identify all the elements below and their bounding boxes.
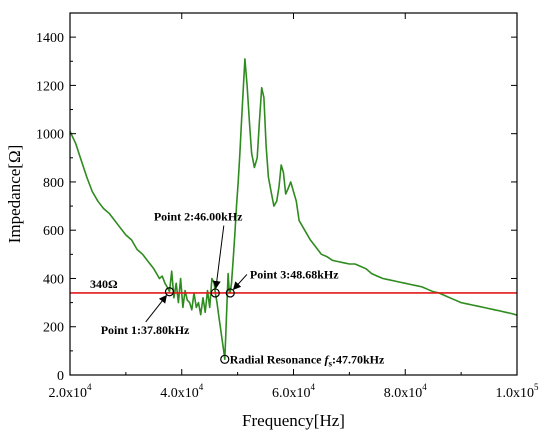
y-tick-label-0: 0 xyxy=(57,369,64,384)
series-layer xyxy=(70,58,517,361)
x-tick-label-4: 1.0x105 xyxy=(496,382,540,401)
y-tick-label-7: 1400 xyxy=(36,31,64,46)
annotation-arrow-2 xyxy=(212,225,225,289)
y-axis-label: Impedance[Ω] xyxy=(5,145,24,244)
x-tick-label-0: 2.0x104 xyxy=(49,382,93,401)
y-tick-label-6: 1200 xyxy=(36,79,64,94)
x-tick-label-3: 8.0x104 xyxy=(384,382,428,401)
y-tick-label-3: 600 xyxy=(43,224,64,239)
y-tick-label-2: 400 xyxy=(43,272,64,287)
reference-line-label: 340Ω xyxy=(90,277,118,291)
annotation-label-4: Radial Resonance fs:47.70kHz xyxy=(230,352,385,368)
axes-layer: 2.0x104 4.0x104 6.0x104 8.0x104 1.0x105 0 200 4… xyxy=(36,12,540,401)
annotation-label-3: Point 3:48.68kHz xyxy=(250,267,339,281)
annotation-marker-4 xyxy=(220,354,230,364)
annotation-layer: Point 1:37.80kHz Point 2:46.00kHz Point 3:… xyxy=(101,210,385,369)
reference-line-layer: 340Ω xyxy=(70,277,517,294)
y-tick-label-1: 200 xyxy=(43,321,64,336)
annotation-arrow-3 xyxy=(232,274,248,290)
annotation-marker-3 xyxy=(225,288,235,298)
x-tick-label-2: 6.0x104 xyxy=(272,382,316,401)
x-tick-label-1: 4.0x104 xyxy=(160,382,204,401)
y-tick-label-4: 800 xyxy=(43,176,64,191)
y-tick-label-5: 1000 xyxy=(36,128,64,143)
annotation-marker-1 xyxy=(164,287,175,297)
annotation-label-2: Point 2:46.00kHz xyxy=(154,210,243,224)
annotation-label-1: Point 1:37.80kHz xyxy=(101,323,190,337)
x-axis-label: Frequency[Hz] xyxy=(242,411,345,430)
annotation-arrow-1 xyxy=(145,294,167,323)
series-line-0 xyxy=(70,58,517,361)
